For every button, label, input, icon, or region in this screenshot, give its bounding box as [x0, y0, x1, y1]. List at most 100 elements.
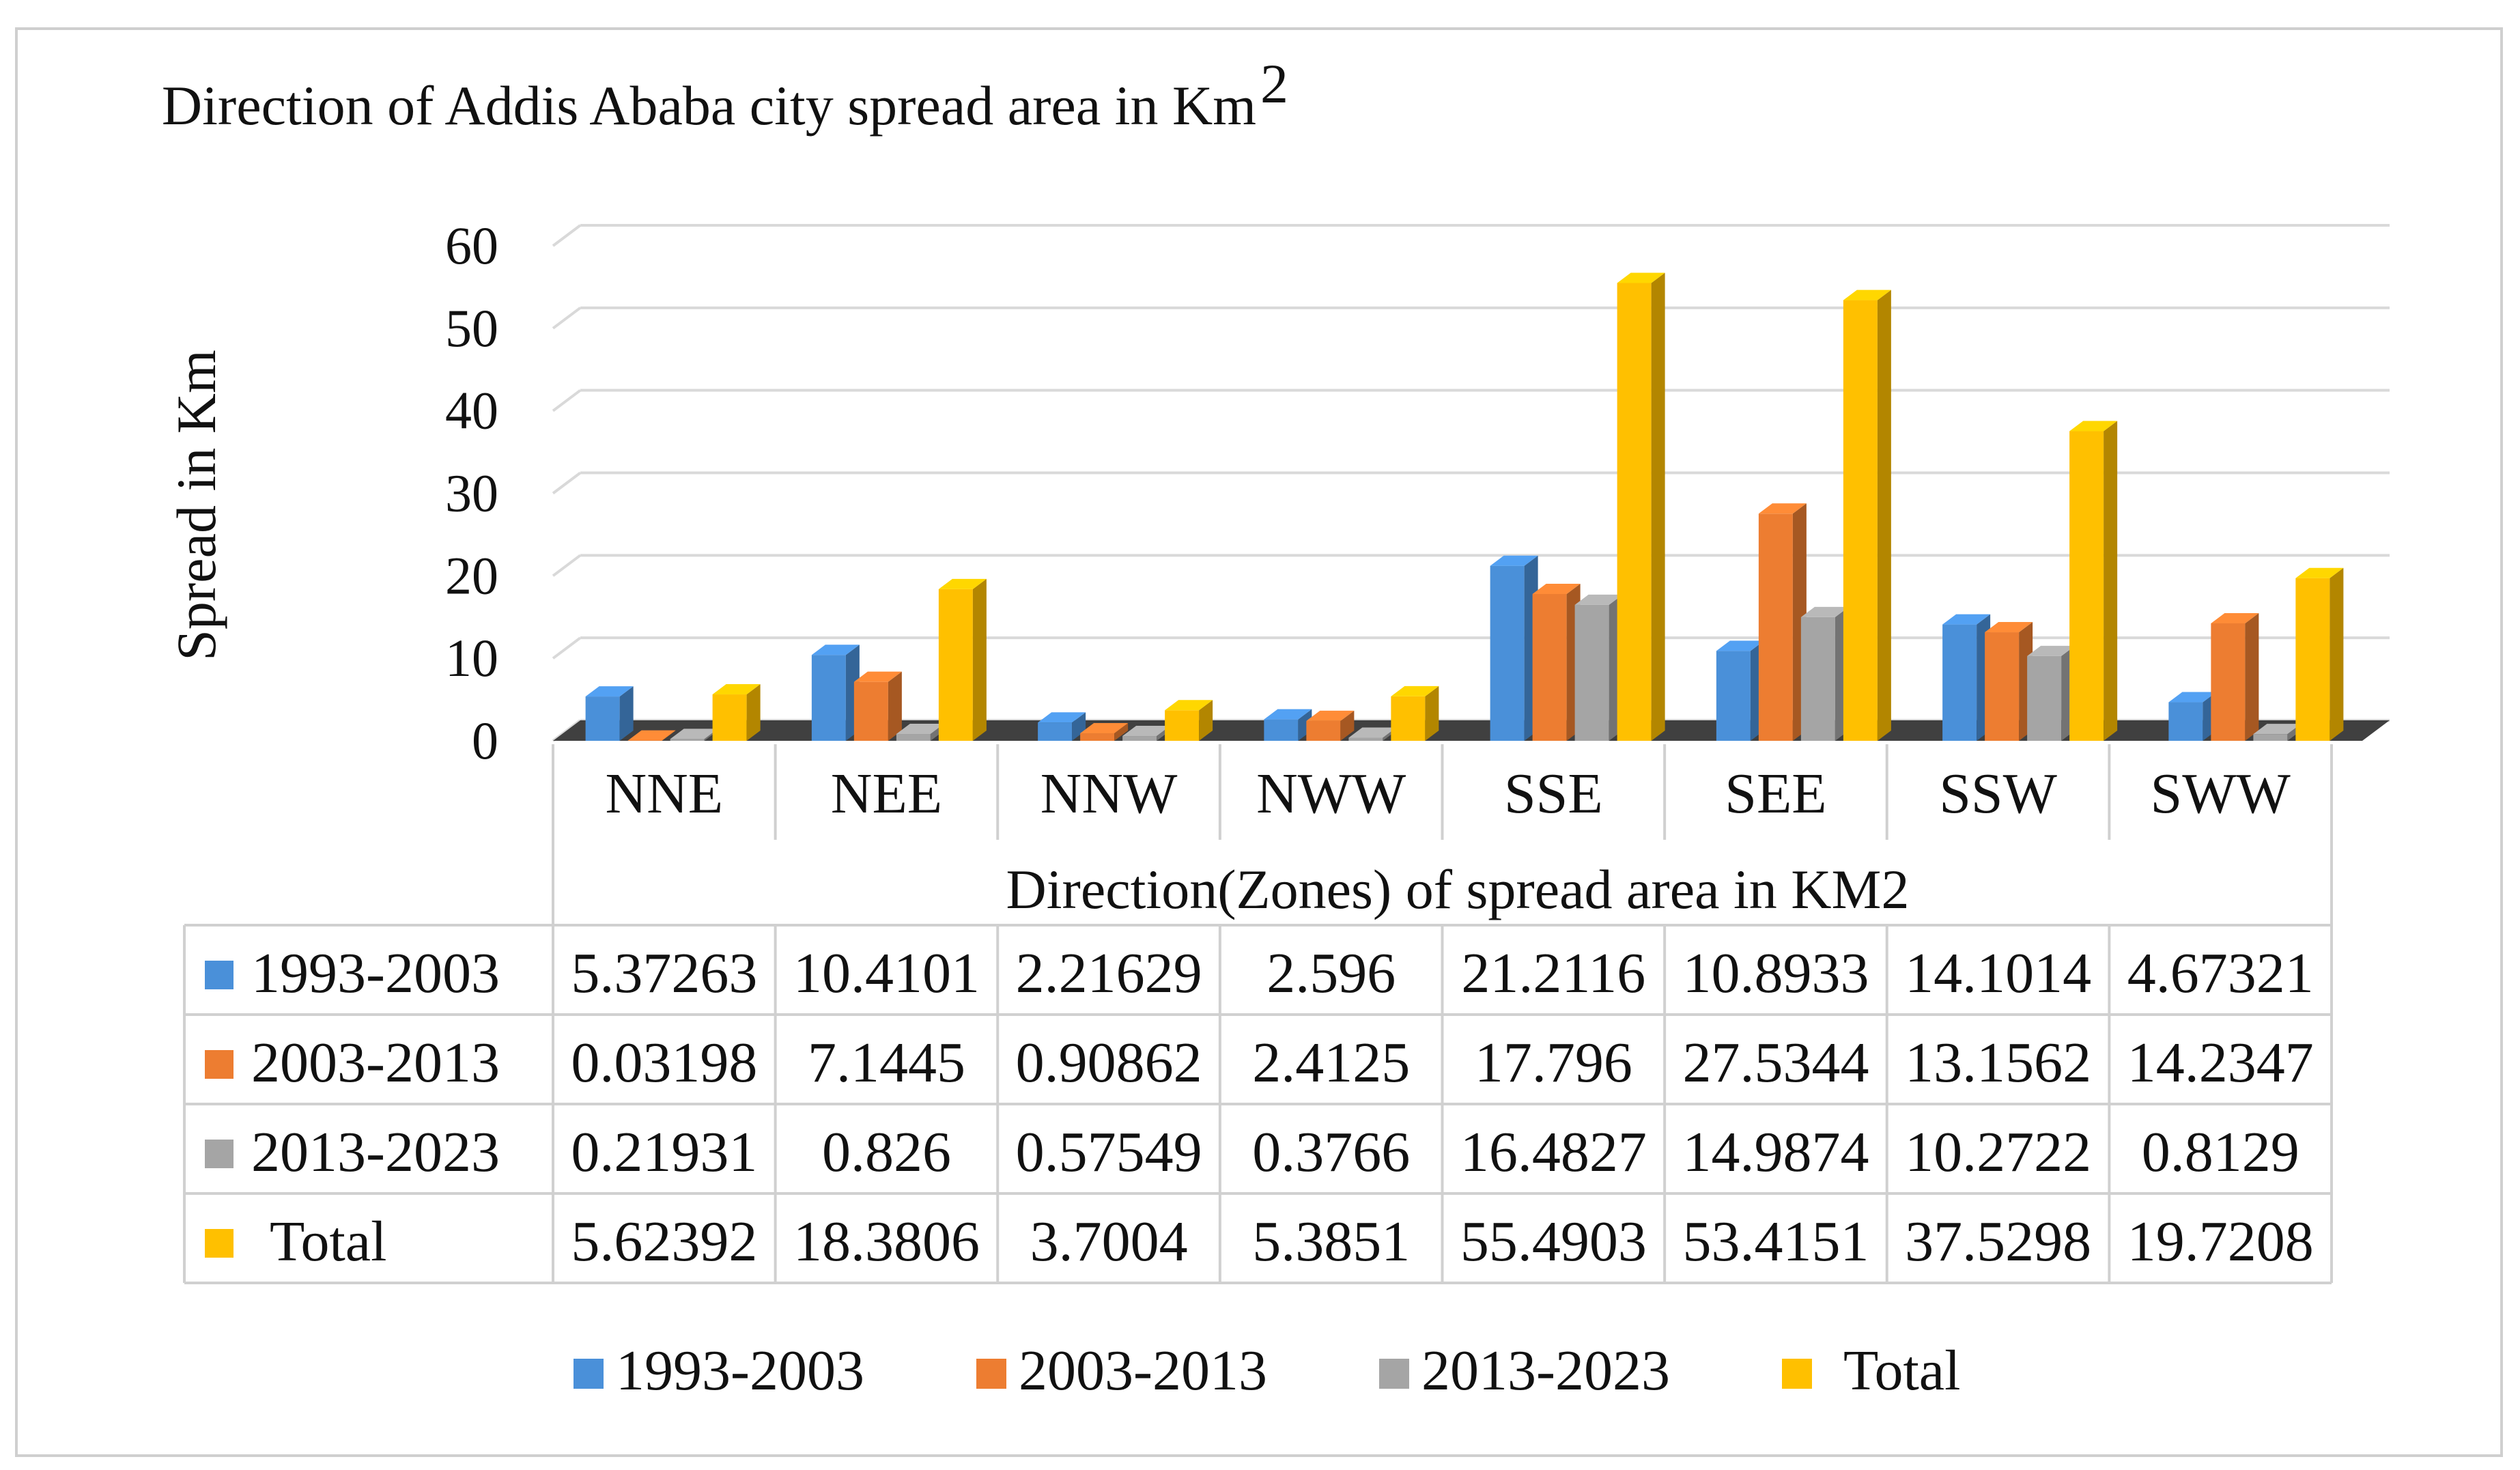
category-label-nww: NWW [1256, 762, 1406, 825]
bar-front [1348, 737, 1383, 741]
bar-top [2168, 692, 2217, 703]
bar-top [2295, 567, 2344, 578]
category-label-see: SEE [1725, 762, 1826, 825]
bar-front [1038, 722, 1073, 741]
bar-top [2253, 724, 2302, 735]
bar-front [853, 681, 888, 741]
table-legend-key [205, 961, 233, 989]
table-legend-key [205, 1140, 233, 1168]
table-cell: 18.3806 [793, 1210, 980, 1273]
bar-top [1532, 583, 1581, 594]
bar-front [1080, 733, 1115, 741]
table-cell: 4.67321 [2127, 942, 2314, 1005]
bar-front [1942, 624, 1977, 741]
table-series-name: 1993-2003 [251, 942, 500, 1005]
category-label-nnw: NNW [1040, 762, 1178, 825]
bar-top [1716, 640, 1764, 651]
table-cell: 0.57549 [1016, 1120, 1202, 1184]
bar-top [1985, 622, 2033, 633]
bar-top [1306, 710, 1355, 721]
bar-2003-2013-ssw [1985, 622, 2033, 741]
bar-front [2168, 702, 2203, 741]
bar-1993-2003-nee [811, 645, 860, 741]
bar-front [1306, 720, 1341, 741]
table-cell: 14.1014 [1905, 942, 2091, 1005]
category-label-sww: SWW [2151, 762, 2291, 825]
legend-label-1993-2003: 1993-2003 [616, 1339, 864, 1402]
bar-side [2104, 421, 2118, 741]
chart-floor [553, 720, 2390, 741]
y-tick-label: 10 [445, 628, 498, 688]
bar-top [1122, 726, 1171, 737]
gridline-depth [552, 554, 582, 577]
chart-border [15, 27, 2503, 1457]
y-tick-label: 40 [445, 381, 498, 440]
table-cell: 7.1445 [808, 1031, 965, 1094]
bar-total-nee [938, 578, 987, 741]
bar-side [662, 730, 676, 741]
bar-side [2245, 612, 2259, 741]
table-cell: 17.796 [1475, 1031, 1632, 1094]
bar-top [627, 730, 676, 741]
bar-front [2253, 734, 2288, 741]
table-cell: 55.4903 [1460, 1210, 1647, 1273]
bar-side [1340, 710, 1355, 741]
bar-front [2211, 623, 2246, 741]
table-cell: 5.37263 [571, 942, 757, 1005]
table-cell: 5.62392 [571, 1210, 757, 1273]
legend-key-2013-2023 [1379, 1359, 1409, 1389]
y-ticks: 0 10 20 30 40 50 60 [445, 216, 498, 770]
table-cell: 3.7004 [1030, 1210, 1188, 1273]
table-cell: 0.21931 [571, 1120, 757, 1184]
bar-2013-2023-see [1800, 606, 1849, 741]
table-cell: 37.5298 [1905, 1210, 2091, 1273]
bar-front [1532, 593, 1567, 741]
y-tick-label: 30 [445, 464, 498, 523]
floor-plane [553, 720, 2390, 741]
table-cell: 0.03198 [571, 1031, 757, 1094]
bar-side [1877, 289, 1891, 741]
bar-side [619, 686, 634, 741]
table-cell: 14.2347 [2127, 1031, 2314, 1094]
bar-top [1574, 594, 1623, 605]
table-cell: 0.90862 [1016, 1031, 1202, 1094]
table-series-name: 2003-2013 [251, 1031, 500, 1094]
table-series-name: 2013-2023 [251, 1120, 500, 1184]
table-cell: 0.826 [822, 1120, 951, 1184]
bar-2003-2013-sww [2211, 612, 2259, 741]
legend-key-2003-2013 [976, 1359, 1006, 1389]
y-tick-label: 50 [445, 298, 498, 358]
table-cell: 19.7208 [2127, 1210, 2314, 1273]
table-legend-key [205, 1229, 233, 1258]
bar-top [2211, 612, 2259, 623]
table-cell: 13.1562 [1905, 1031, 2091, 1094]
category-label-nee: NEE [831, 762, 942, 825]
bar-side [1651, 272, 1665, 741]
bar-side [1072, 712, 1086, 741]
bar-front [1490, 565, 1525, 741]
bar-total-sse [1617, 272, 1665, 741]
bar-top [1490, 555, 1538, 566]
bar-top [1080, 723, 1129, 734]
bar-front [1800, 617, 1835, 741]
bar-top [1348, 727, 1397, 738]
bar-top [1843, 289, 1891, 300]
bar-2013-2023-ssw [2027, 645, 2076, 741]
bar-total-nne [712, 684, 761, 741]
bar-top [853, 671, 902, 682]
table-cell: 10.8933 [1682, 942, 1869, 1005]
bar-front [1391, 696, 1426, 741]
gridline-depth [552, 471, 582, 495]
category-label-nne: NNE [605, 762, 723, 825]
bar-front [670, 739, 705, 741]
table-cell: 10.2722 [1905, 1120, 2091, 1184]
bar-top [1617, 272, 1665, 283]
y-tick-label: 60 [445, 216, 498, 275]
bar-front [2027, 655, 2062, 741]
table-cell: 2.596 [1266, 942, 1396, 1005]
bar-2003-2013-see [1758, 503, 1807, 741]
chart-title: Direction of Addis Ababa city spread are… [162, 74, 1256, 137]
bar-side [746, 684, 761, 741]
bar-total-see [1843, 289, 1891, 741]
